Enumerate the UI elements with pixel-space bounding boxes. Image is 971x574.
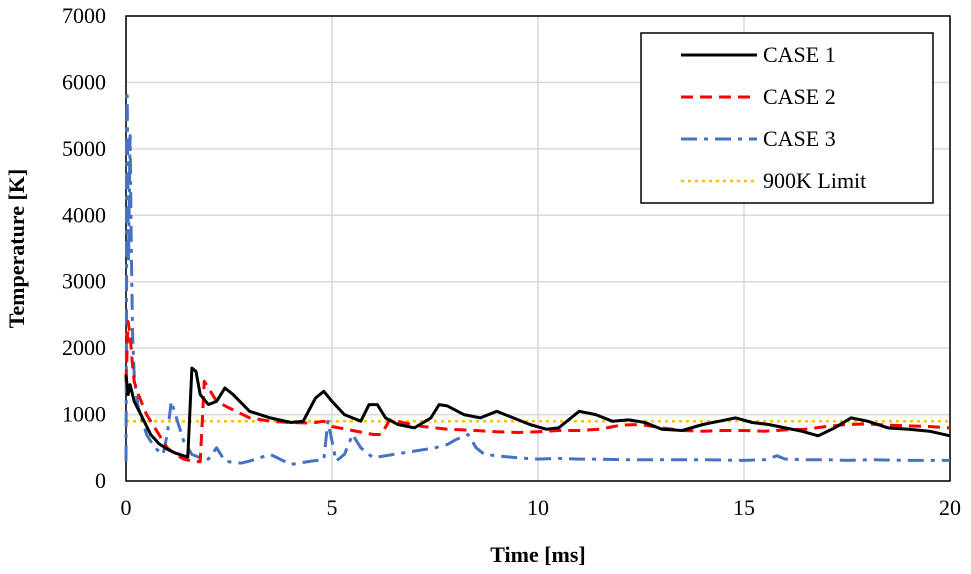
series-line-case-1 [124,366,951,459]
y-tick-label: 6000 [62,69,106,94]
y-tick-labels: 0 1000 2000 3000 4000 5000 6000 7000 [62,3,106,493]
y-tick-label: 5000 [62,136,106,161]
x-tick-label: 10 [527,495,549,520]
legend: CASE 1 CASE 2 CASE 3 900K Limit [640,32,934,204]
series-line-case-2 [124,320,951,464]
x-tick-label: 0 [121,495,132,520]
x-tick-label: 15 [733,495,755,520]
y-tick-label: 2000 [62,335,106,360]
x-tick-label: 20 [939,495,961,520]
y-tick-label: 3000 [62,269,106,294]
x-axis-title: Time [ms] [490,542,586,567]
legend-label: CASE 2 [763,84,836,109]
y-tick-label: 7000 [62,3,106,28]
x-tick-label: 5 [327,495,338,520]
legend-box [640,32,934,204]
y-tick-label: 4000 [62,202,106,227]
x-tick-labels: 0 5 10 15 20 [121,495,962,520]
legend-label: 900K Limit [763,168,866,193]
series-layer [124,94,951,466]
y-tick-label: 1000 [62,402,106,427]
y-tick-label: 0 [95,468,106,493]
legend-label: CASE 1 [763,42,836,67]
series-line-case-3 [124,94,950,466]
y-axis-title: Temperature [K] [4,169,29,328]
legend-label: CASE 3 [763,126,836,151]
